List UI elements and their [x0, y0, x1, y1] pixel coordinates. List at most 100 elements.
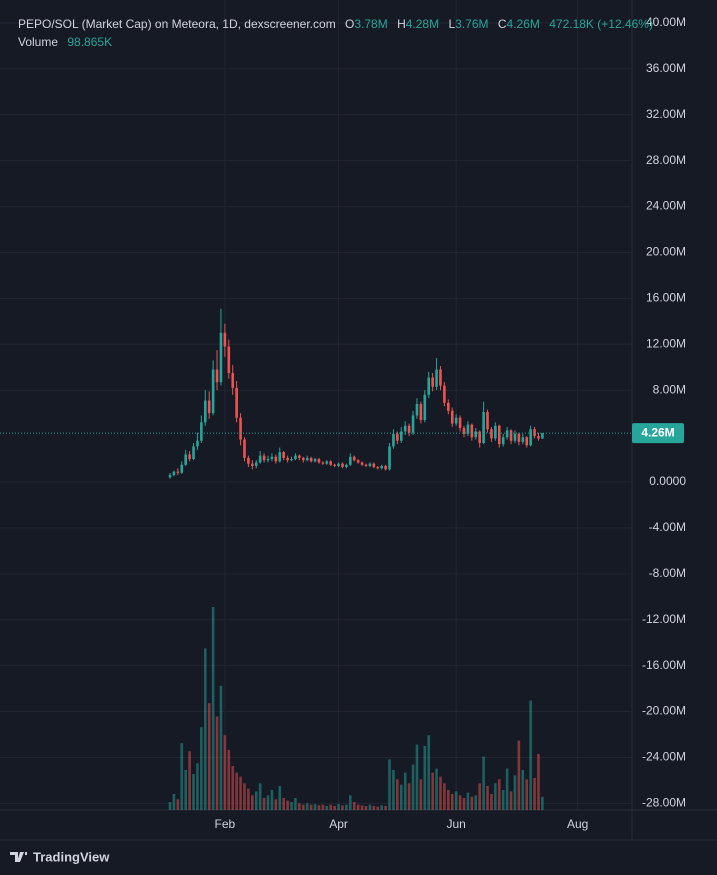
volume-bar — [274, 799, 278, 810]
volume-bar — [364, 805, 368, 810]
h-key: H — [397, 17, 406, 31]
volume-bar — [282, 797, 285, 810]
last-price-label: 4.26M — [641, 425, 674, 439]
volume-bar — [360, 805, 364, 810]
candle-body — [372, 463, 376, 468]
volume-bar — [309, 804, 313, 810]
candle-body — [231, 372, 235, 388]
volume-bar — [407, 783, 411, 810]
candle-body — [364, 464, 368, 466]
tradingview-logo: TradingView — [10, 849, 110, 864]
y-tick-label: -20.00M — [642, 704, 686, 718]
volume-bar — [200, 727, 203, 810]
volume-bar — [301, 804, 305, 810]
y-tick-label: 28.00M — [646, 153, 686, 167]
volume-bar — [345, 804, 348, 810]
volume-bar — [356, 804, 360, 810]
volume-bar — [286, 800, 289, 810]
volume-bar — [243, 783, 246, 810]
volume-value: 98.865K — [67, 35, 113, 49]
x-tick-label: Apr — [329, 817, 348, 831]
candle-body — [309, 457, 313, 462]
candle-body — [513, 433, 517, 441]
legend: PEPO/SOL (Market Cap) on Meteora, 1D, de… — [18, 15, 653, 51]
candle-body — [360, 462, 364, 465]
l-key: L — [448, 17, 456, 31]
change: 472.18K (+12.46%) — [549, 17, 653, 31]
candle-body — [290, 459, 293, 461]
volume-bar — [541, 796, 544, 810]
volume-bar — [227, 749, 231, 810]
volume-bar — [396, 779, 399, 810]
volume-bar — [501, 789, 505, 810]
volume-bar — [533, 777, 536, 810]
candle-body — [278, 452, 282, 462]
candle-body — [223, 332, 227, 347]
candle-body — [349, 456, 352, 465]
volume-bar — [172, 793, 176, 810]
volume-bar — [215, 716, 219, 810]
h-value: 4.28M — [405, 17, 440, 31]
volume-bar — [427, 735, 431, 810]
candle-body — [200, 422, 203, 441]
candle-body — [207, 400, 211, 414]
volume-bar — [290, 801, 293, 810]
volume-bar — [239, 776, 242, 810]
candle-body — [333, 464, 336, 466]
candle-body — [501, 437, 505, 445]
y-tick-label: -12.00M — [642, 612, 686, 626]
candle-body — [239, 417, 242, 440]
candle-body — [521, 437, 525, 442]
volume-bar — [294, 797, 297, 810]
candle-body — [384, 465, 387, 470]
candle-body — [447, 402, 450, 411]
volume-name: Volume — [18, 35, 59, 49]
candle-body — [329, 461, 333, 465]
y-tick-label: 8.00M — [653, 382, 686, 396]
y-tick-label: 32.00M — [646, 107, 686, 121]
volume-bar — [423, 745, 427, 810]
volume-bar — [372, 805, 376, 810]
candle-body — [345, 464, 348, 468]
candle-body — [294, 455, 297, 460]
y-tick-label: 0.0000 — [649, 474, 686, 488]
volume-bar — [399, 784, 403, 810]
candle-body — [494, 425, 497, 439]
volume-bar — [376, 806, 380, 810]
volume-bar — [529, 700, 532, 810]
candle-body — [380, 465, 383, 469]
volume-bar — [207, 703, 211, 810]
volume-bar — [388, 759, 391, 810]
volume-bar — [168, 801, 172, 810]
volume-bar — [305, 803, 309, 810]
volume-bar — [251, 795, 254, 810]
candle-body — [439, 369, 442, 386]
candle-body — [435, 369, 438, 387]
volume-bar — [478, 783, 481, 810]
candle-body — [458, 417, 462, 429]
y-tick-label: -4.00M — [649, 520, 686, 534]
volume-bar — [219, 685, 223, 810]
volume-bar — [447, 789, 450, 810]
volume-bar — [325, 805, 329, 810]
candle-body — [541, 433, 544, 439]
candle-body — [392, 433, 395, 447]
volume-bar — [458, 795, 462, 810]
candle-body — [376, 467, 380, 469]
volume-bar — [368, 804, 372, 810]
volume-bar — [439, 776, 442, 810]
volume-bar — [298, 803, 301, 810]
candle-body — [196, 440, 199, 447]
volume-bar — [505, 768, 509, 810]
candle-body — [454, 417, 458, 424]
volume-bar — [431, 772, 434, 810]
candle-body — [298, 455, 301, 458]
candle-body — [505, 430, 509, 438]
candle-body — [192, 446, 195, 460]
candle-body — [431, 377, 434, 387]
volume-bar — [176, 799, 180, 810]
candle-body — [168, 475, 172, 478]
volume-bar — [411, 764, 415, 810]
volume-bar — [188, 751, 191, 810]
